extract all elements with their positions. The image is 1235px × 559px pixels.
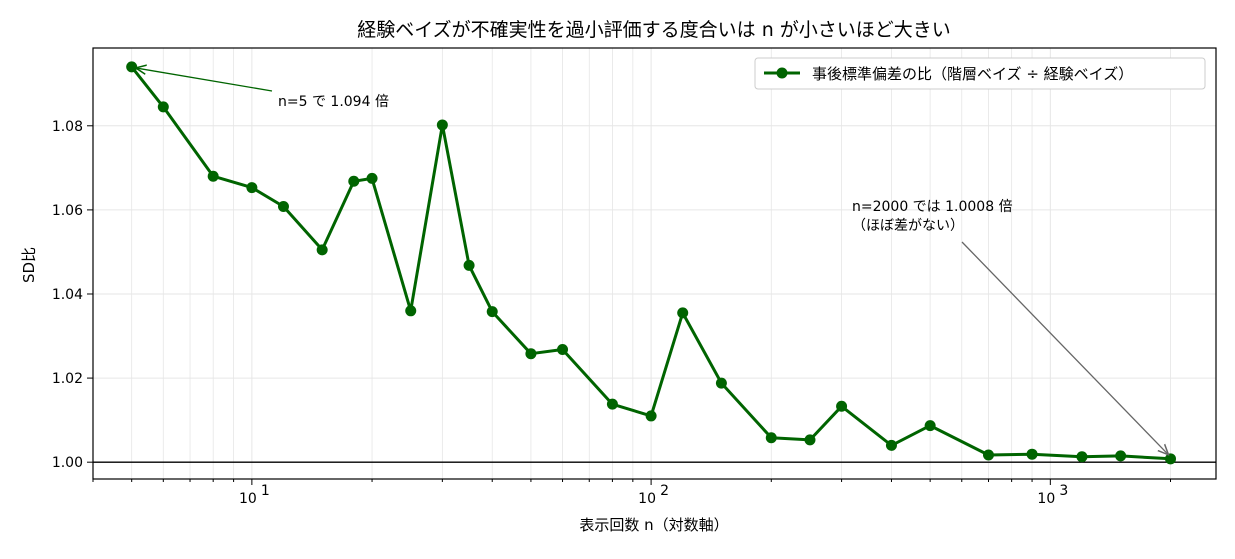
data-point [316,244,328,256]
data-point [246,182,258,194]
y-tick-label: 1.06 [52,203,83,219]
data-point [677,307,689,319]
x-tick-label: 10 [239,491,257,507]
x-axis: 10 1 10 2 10 3 [92,479,1172,507]
data-point [1115,450,1127,462]
plot-frame [92,47,1217,480]
data-point [924,420,936,432]
x-tick-label: 10 [638,491,656,507]
data-point [405,305,417,317]
data-point [645,410,657,422]
data-point [463,259,475,271]
data-point [525,348,537,360]
x-tick-exponent: 3 [1059,483,1068,499]
y-tick-label: 1.04 [52,287,83,303]
annotation-text-last: n=2000 では 1.0008 倍 [852,199,1013,215]
data-point [804,434,816,446]
data-point [157,101,169,113]
chart-title: 経験ベイズが不確実性を過小評価する度合いは n が小さいほど大きい [357,19,951,41]
legend: 事後標準偏差の比（階層ベイズ ÷ 経験ベイズ） [754,57,1206,90]
y-tick-label: 1.02 [52,371,83,387]
data-point [1165,453,1177,465]
legend-box [754,57,1206,90]
data-point [836,400,848,412]
data-point [606,398,618,410]
data-point [277,201,289,213]
x-tick-exponent: 2 [660,483,669,499]
legend-label: 事後標準偏差の比（階層ベイズ ÷ 経験ベイズ） [812,65,1133,83]
y-tick-label: 1.08 [52,119,83,135]
data-point [207,170,219,182]
annotation-arrow-first [136,68,273,92]
x-tick-label: 10 [1037,491,1055,507]
data-point [126,61,138,73]
data-point [436,119,448,131]
x-tick-exponent: 1 [261,483,270,499]
annotation-layer: n=5 で 1.094 倍 n=2000 では 1.0008 倍 （ほぼ差がない） [136,68,1169,455]
annotation-arrow-last [961,241,1169,455]
data-point [1076,451,1088,463]
y-axis-label: SD比 [20,247,38,283]
series-line [130,65,1171,461]
data-point [557,343,569,355]
data-point [982,449,994,461]
y-tick-label: 1.00 [52,455,83,471]
data-point [885,439,897,451]
series-layer [126,61,1177,465]
data-point [765,432,777,444]
data-point [715,377,727,389]
annotation-text-first: n=5 で 1.094 倍 [278,94,389,110]
data-point [348,175,360,187]
legend-marker [776,67,788,79]
data-point [486,306,498,318]
x-axis-label: 表示回数 n（対数軸） [579,516,728,534]
data-point [366,172,378,184]
annotation-text-last-2: （ほぼ差がない） [852,218,964,234]
y-axis: 1.00 1.02 1.04 1.06 1.08 [52,119,93,471]
data-point [1026,448,1038,460]
